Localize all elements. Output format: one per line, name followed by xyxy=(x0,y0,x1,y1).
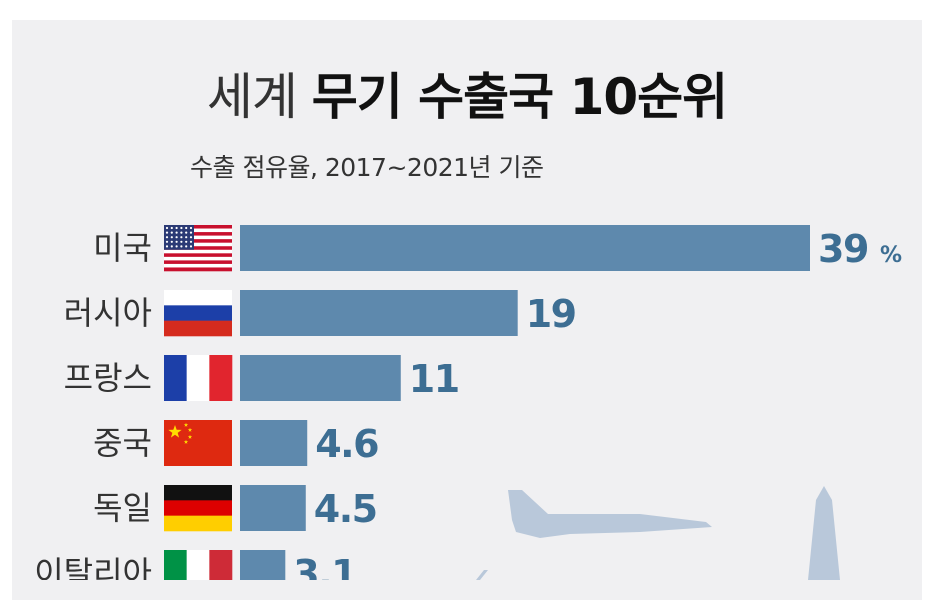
title-light-part: 세계 xyxy=(206,68,298,126)
bar-row: 미국 39% xyxy=(93,225,902,272)
value-label: 11 xyxy=(409,357,459,401)
bar xyxy=(240,550,286,580)
chart-subtitle: 수출 점유율, 2017~2021년 기준 xyxy=(190,153,544,182)
category-label: 미국 xyxy=(93,229,152,267)
fighter-jet-silhouette-icon xyxy=(508,490,712,538)
germany-flag-icon xyxy=(164,485,232,532)
russia-flag-icon xyxy=(164,290,232,337)
value-label: 3.1 xyxy=(293,552,356,580)
category-label: 독일 xyxy=(93,489,152,527)
unit-label: % xyxy=(880,243,902,268)
bar-row: 프랑스 11 xyxy=(64,355,460,401)
value-label: 19 xyxy=(526,292,576,336)
bar-row: 이탈리아 3.1 xyxy=(34,550,358,580)
value-label: 4.6 xyxy=(315,422,378,466)
bar-row: 중국 4.6 xyxy=(93,420,380,466)
bar-row: 독일 4.5 xyxy=(93,485,378,532)
bar xyxy=(240,485,306,531)
small-missile-silhouette-icon xyxy=(476,570,488,580)
category-label: 중국 xyxy=(93,424,152,462)
title-bold-part: 무기 수출국 10순위 xyxy=(311,68,728,126)
category-label: 러시아 xyxy=(64,294,152,332)
italy-flag-icon xyxy=(164,550,233,580)
bar-chart: 미국 39 % 러시아 19 프랑스 11 중국 4.6 독일 4.5 이탈리아 3.1 xyxy=(34,225,902,580)
usa-flag-icon xyxy=(164,225,232,272)
category-label: 이탈리아 xyxy=(34,554,152,580)
infographic-panel: 세계 무기 수출국 10순위 수출 점유율, 2017~2021년 기준 xyxy=(12,20,922,600)
bar-row: 러시아 19 xyxy=(64,290,577,337)
value-label: 39 xyxy=(818,227,868,271)
chart-title: 세계 무기 수출국 10순위 xyxy=(12,72,922,122)
bar xyxy=(240,355,401,401)
bar xyxy=(240,420,308,466)
value-label: 4.5 xyxy=(314,487,377,531)
missile-silhouette-icon xyxy=(808,486,840,580)
category-label: 프랑스 xyxy=(64,359,152,397)
france-flag-icon xyxy=(164,355,233,401)
bar xyxy=(240,290,518,336)
china-flag-icon xyxy=(164,420,232,466)
bar xyxy=(240,225,810,271)
